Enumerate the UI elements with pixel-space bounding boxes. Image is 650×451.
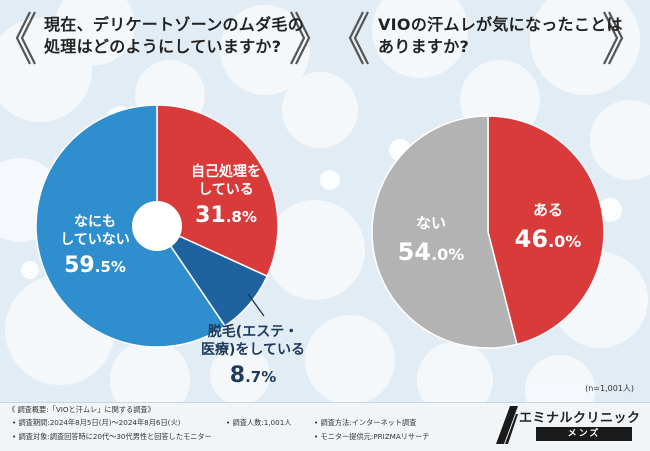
slice-label-text: 脱毛(エステ・ <box>208 323 298 340</box>
slice-value: 31.8% <box>195 203 257 228</box>
survey-overview: 《 調査概要:「VIOと汗ムレ」に関する調査》 <box>8 405 155 414</box>
pie-slice-0 <box>487 115 605 346</box>
sample-size: (n=1,001人) <box>585 384 634 393</box>
pie-slice-0 <box>156 104 279 278</box>
donut-hole <box>132 201 182 251</box>
clinic-logo-name: エミナルクリニック <box>519 411 641 426</box>
title-brackets <box>15 11 624 65</box>
pie-slice-2 <box>35 104 227 348</box>
slice-label-text: していない <box>60 232 130 248</box>
right-title-line-2: ありますか? <box>378 37 470 56</box>
slice-label-text: ある <box>533 201 563 219</box>
slice-label-0: ある 46.0% <box>515 201 582 253</box>
slice-value: 59.5% <box>64 253 126 278</box>
right-title-line-1: VIOの汗ムレが気になったことは <box>378 15 623 34</box>
survey-footer <box>0 402 650 451</box>
clinic-logo-icon <box>496 406 518 444</box>
slice-label-1: 脱毛(エステ・医療)をしている 8.7% <box>201 323 305 388</box>
survey-target: • 調査対象:調査回答時に20代〜30代男性と回答したモニター <box>12 432 212 441</box>
survey-method: • 調査方法:インターネット調査 <box>314 418 417 427</box>
survey-period: • 調査期間:2024年8月5日(月)〜2024年8月6日(火) <box>12 418 181 427</box>
slice-label-text: 自己処理を <box>191 163 261 180</box>
slice-label-text: 医療)をしている <box>201 341 305 358</box>
left-title-line-1: 現在、デリケートゾーンのムダ毛の <box>44 15 305 34</box>
survey-count: • 調査人数:1,001人 <box>226 418 292 427</box>
right-pie-chart: ある 46.0% ない 54.0% <box>371 115 605 349</box>
slice-value: 46.0% <box>515 225 582 253</box>
slice-label-1: ない 54.0% <box>398 214 465 266</box>
slice-value: 54.0% <box>398 238 465 266</box>
survey-provider: • モニター提供元:PRIZMAリサーチ <box>314 432 430 441</box>
clinic-logo-sub: メンズ <box>536 427 632 441</box>
slice-label-text: なにも <box>74 214 116 230</box>
pie-slice-1 <box>371 115 518 349</box>
left-title-line-2: 処理はどのようにしていますか? <box>44 37 282 56</box>
leader-line <box>247 293 265 317</box>
right-chart-title: VIOの汗ムレが気になったことは ありますか? <box>378 14 623 58</box>
slice-label-text: している <box>198 182 254 198</box>
slice-value: 8.7% <box>230 363 276 388</box>
left-chart-title: 現在、デリケートゾーンのムダ毛の 処理はどのようにしていますか? <box>44 14 304 58</box>
slice-label-text: ない <box>416 214 446 232</box>
